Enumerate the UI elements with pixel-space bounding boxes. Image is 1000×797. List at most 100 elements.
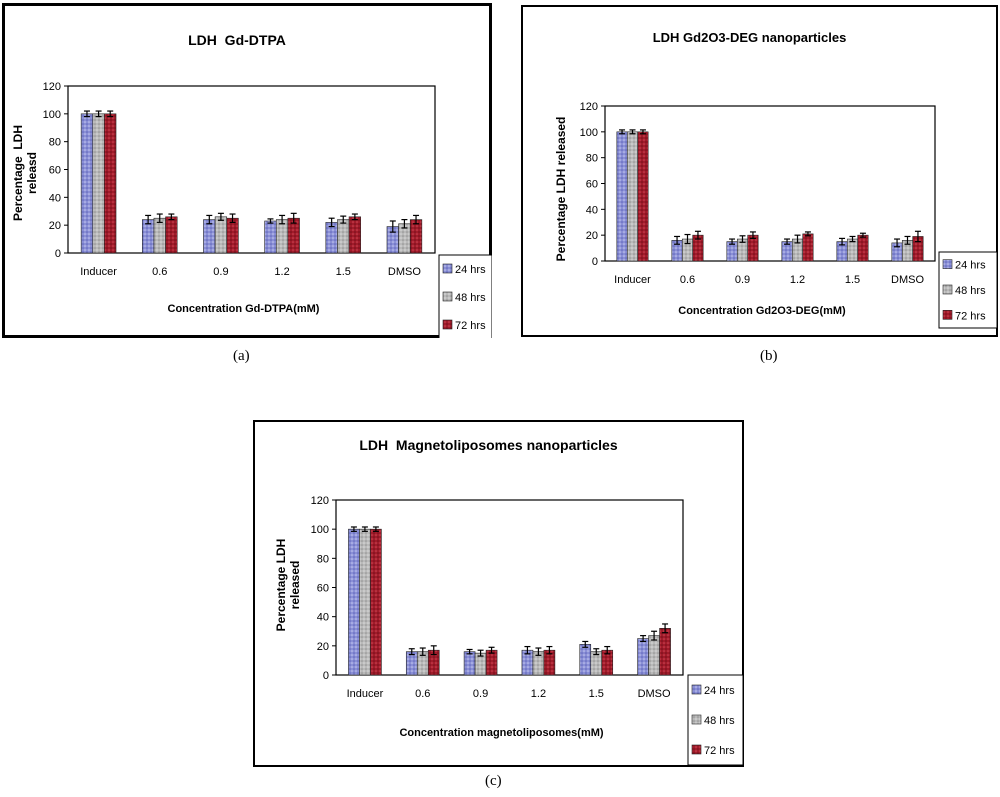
error-bar — [651, 630, 658, 641]
caption-a: (a) — [233, 348, 250, 364]
bar — [370, 528, 382, 676]
bar — [409, 219, 423, 254]
bar — [153, 217, 166, 254]
y-tick-label: 60 — [317, 583, 329, 595]
error-bar — [413, 214, 420, 225]
bar — [92, 113, 105, 254]
x-tick-label: 0.9 — [735, 274, 750, 286]
error-bar — [684, 233, 691, 245]
error-bar — [156, 213, 163, 223]
error-bar — [217, 212, 224, 221]
legend-swatch — [442, 263, 453, 274]
y-tick-label: 40 — [586, 204, 598, 216]
error-bar — [804, 231, 811, 237]
y-tick-label: 0 — [55, 248, 61, 260]
error-bar — [206, 214, 213, 225]
bar — [264, 220, 277, 254]
y-tick-label: 120 — [43, 81, 61, 93]
y-tick-label: 100 — [43, 109, 61, 121]
legend-swatch — [942, 310, 953, 320]
x-tick-label: 0.6 — [152, 266, 167, 278]
error-bar — [145, 214, 152, 225]
error-bar — [328, 217, 335, 228]
error-bar — [619, 129, 626, 135]
bar — [846, 238, 859, 262]
legend: 24 hrs 48 hrs 72 hrs — [938, 251, 998, 329]
bar — [637, 638, 649, 676]
legend-label: 72 hrs — [704, 745, 735, 757]
chart-frame — [2, 3, 492, 338]
bar — [142, 219, 155, 254]
error-bar — [419, 647, 426, 656]
x-axis-label: Concentration Gd-DTPA(mM) — [168, 303, 320, 315]
error-bar — [839, 237, 846, 246]
chart-title: LDH Magnetoliposomes nanoparticles — [359, 437, 617, 453]
bar — [648, 635, 660, 676]
legend-swatch — [942, 284, 953, 295]
bar — [80, 113, 94, 254]
y-tick-label: 100 — [580, 127, 598, 139]
x-axis-label: Concentration magnetoliposomes(mM) — [399, 727, 603, 739]
y-axis-label-line: released — [288, 561, 302, 610]
error-bar — [408, 648, 415, 656]
legend-label: 72 hrs — [455, 320, 486, 332]
legend-swatch — [442, 319, 453, 330]
x-tick-label: DMSO — [388, 266, 421, 278]
bar — [637, 131, 649, 262]
bar — [226, 217, 239, 254]
chart-title: LDH Gd-DTPA — [188, 32, 286, 48]
y-tick-label: 120 — [580, 101, 598, 113]
error-bar — [107, 110, 114, 118]
y-axis-label-line: releasd — [25, 152, 39, 194]
x-tick-label: 0.6 — [680, 274, 695, 286]
bar — [626, 131, 639, 262]
error-bar — [629, 129, 636, 135]
x-tick-label: 0.9 — [473, 688, 488, 700]
x-tick-label: 0.6 — [415, 688, 430, 700]
legend-label: 24 hrs — [704, 685, 735, 697]
x-tick-label: DMSO — [638, 688, 671, 700]
error-bar — [674, 235, 681, 245]
bar — [214, 216, 228, 254]
x-tick-label: 1.5 — [589, 688, 604, 700]
y-tick-label: 20 — [586, 230, 598, 242]
legend-label: 24 hrs — [455, 264, 486, 276]
chart-svg: LDH Magnetoliposomes nanoparticles 0 20 40 6… — [253, 420, 744, 767]
y-tick-label: 60 — [49, 165, 61, 177]
y-tick-label: 20 — [317, 641, 329, 653]
bar — [485, 649, 498, 676]
legend-swatch — [942, 259, 953, 269]
error-bar — [749, 231, 756, 239]
error-bar — [739, 235, 746, 243]
error-bar — [784, 238, 791, 245]
x-tick-label: Inducer — [80, 266, 117, 278]
legend-swatch — [442, 291, 453, 302]
error-bar — [849, 235, 856, 243]
legend-label: 48 hrs — [704, 715, 735, 727]
error-bar — [794, 234, 801, 244]
y-axis-label-line: Percentage LDH released — [554, 117, 568, 262]
bar — [165, 216, 178, 254]
y-tick-label: 40 — [49, 192, 61, 204]
bar — [104, 113, 117, 254]
chart-title: LDH Gd2O3-DEG nanoparticles — [653, 30, 847, 45]
error-bar — [267, 218, 274, 224]
error-bar — [351, 213, 358, 221]
error-bar — [535, 647, 542, 656]
x-tick-label: 0.9 — [213, 266, 228, 278]
error-bar — [477, 649, 484, 657]
bar — [802, 233, 814, 262]
x-tick-label: 1.5 — [845, 274, 860, 286]
y-tick-label: 20 — [49, 220, 61, 232]
error-bar — [350, 526, 357, 532]
legend-label: 48 hrs — [455, 292, 486, 304]
y-tick-label: 80 — [586, 153, 598, 165]
error-bar — [914, 230, 921, 243]
x-tick-label: DMSO — [891, 274, 924, 286]
legend-label: 24 hrs — [955, 260, 986, 272]
y-tick-label: 60 — [586, 179, 598, 191]
bar — [463, 651, 476, 676]
x-tick-label: 1.2 — [274, 266, 289, 278]
y-axis-label-line: Percentage LDH — [274, 539, 288, 632]
error-bar — [694, 230, 701, 240]
